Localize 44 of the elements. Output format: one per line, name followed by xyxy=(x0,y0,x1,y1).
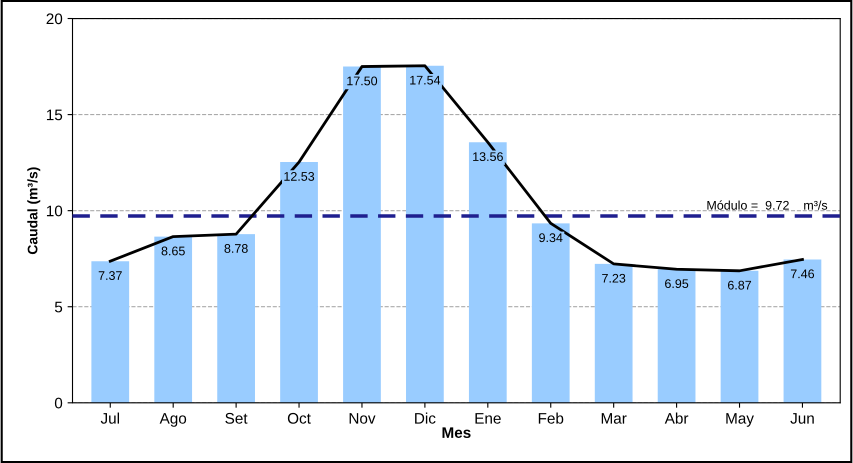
bar xyxy=(217,234,255,403)
bar xyxy=(784,259,822,403)
data-label: 12.53 xyxy=(284,172,314,181)
x-tick-label: Abr xyxy=(664,412,688,424)
data-label: 17.54 xyxy=(410,76,440,85)
bar xyxy=(280,162,318,403)
x-tick-label: Ene xyxy=(475,413,501,424)
data-label: 9.34 xyxy=(539,233,563,242)
x-tick-label: May xyxy=(726,413,754,427)
bar xyxy=(154,236,192,403)
data-label: 17.50 xyxy=(347,76,378,86)
x-axis-title: Mes xyxy=(442,427,471,438)
data-label: 6.95 xyxy=(665,279,688,288)
x-tick-label: Jun xyxy=(790,413,814,424)
bar xyxy=(720,270,758,403)
x-tick-label: Nov xyxy=(350,413,376,424)
y-tick-label: 0 xyxy=(54,398,62,408)
bar xyxy=(343,66,381,403)
x-tick-label: Mar xyxy=(602,413,627,424)
y-axis-title: Caudal (m³/s) xyxy=(27,167,40,254)
x-tick-label: Dic xyxy=(415,412,436,424)
x-tick-label: Feb xyxy=(538,412,564,424)
bar xyxy=(594,264,633,403)
y-tick-label: 15 xyxy=(46,110,62,120)
bar xyxy=(91,261,130,403)
data-label: 8.65 xyxy=(162,246,185,256)
bar xyxy=(406,66,444,403)
y-tick-label: 10 xyxy=(46,206,62,216)
data-label: 13.56 xyxy=(473,152,503,162)
data-label: 8.78 xyxy=(224,244,248,253)
x-tick-label: Jul xyxy=(100,412,120,424)
x-tick-label: Ago xyxy=(160,413,186,427)
data-label: 7.46 xyxy=(790,269,814,278)
data-label: 6.87 xyxy=(728,280,752,290)
bar xyxy=(468,142,507,403)
x-tick-label: Set xyxy=(225,412,248,424)
y-tick-label: 20 xyxy=(46,13,62,24)
y-tick-label: 5 xyxy=(54,302,62,312)
x-tick-label: Oct xyxy=(288,412,311,424)
data-label: 7.23 xyxy=(602,274,626,283)
data-label: 7.37 xyxy=(98,271,122,280)
bar xyxy=(532,223,570,403)
ref-line-label: Módulo = 9.72 m³/s xyxy=(707,200,828,210)
bar xyxy=(658,269,696,403)
